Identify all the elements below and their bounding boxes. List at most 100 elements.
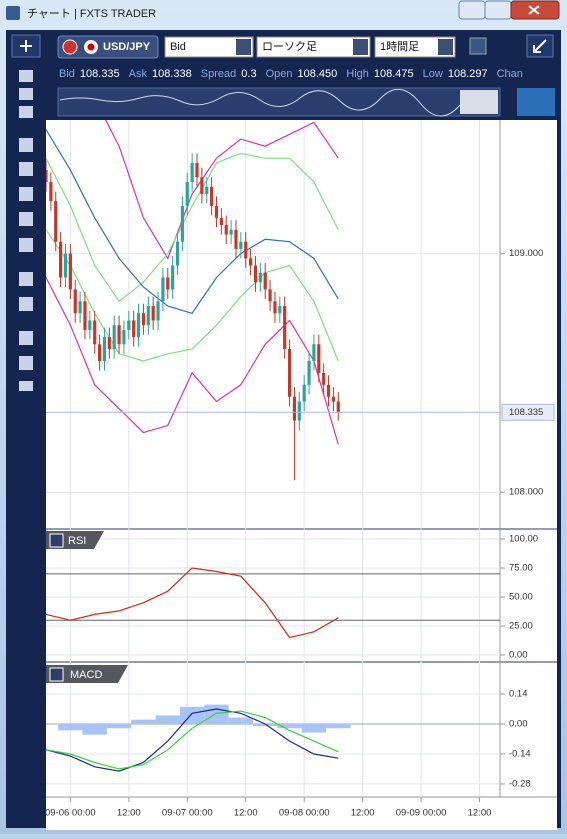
camera-tool[interactable] <box>19 381 33 391</box>
candle-body <box>283 306 287 350</box>
candle-body <box>132 320 136 338</box>
histogram-bar <box>326 723 351 729</box>
timeframe: 1時間足 <box>380 40 419 53</box>
plots: 09-06 00:00 12:00 09-07 00:00 12:00 09-08 00… <box>45 120 555 819</box>
candle-body <box>244 241 248 259</box>
quote-label: High <box>346 68 369 80</box>
x-tick-label: 12:00 <box>468 808 492 819</box>
detach-icon <box>533 39 547 53</box>
histogram-bar <box>228 717 254 724</box>
indicator-line <box>46 567 339 639</box>
rsi-title: RSI <box>68 535 86 547</box>
fan-tool[interactable] <box>19 272 33 286</box>
price-plot <box>46 120 340 481</box>
quote-label: Low <box>423 68 443 80</box>
jp-flag-dot <box>87 43 95 51</box>
chart-type-select[interactable] <box>256 36 371 58</box>
cursor-tool[interactable] <box>19 70 33 82</box>
candle-body <box>268 289 272 302</box>
candle-body <box>156 301 160 321</box>
macd-title: MACD <box>70 669 102 681</box>
candle-body <box>331 396 336 402</box>
candle-body <box>73 289 77 314</box>
candle-body <box>54 201 58 242</box>
rsi-close[interactable] <box>49 533 64 548</box>
quote-bar: Bid 108.335 Ask 108.338 Spread 0.3 Open 108.450… <box>59 68 523 80</box>
y-tick-label: 0.14 <box>509 688 528 699</box>
macd-close[interactable] <box>49 667 64 682</box>
navigator-scroll[interactable] <box>460 90 498 114</box>
hand-tool[interactable] <box>19 106 33 118</box>
indicator-line <box>46 152 339 303</box>
trend-tool[interactable] <box>19 138 33 152</box>
candle-body <box>59 241 63 278</box>
candle-body <box>205 186 209 194</box>
candle-body <box>190 162 194 183</box>
navigator[interactable] <box>57 87 501 117</box>
app-icon <box>6 6 20 20</box>
candle-body <box>234 229 238 249</box>
y-tick-label: 50.00 <box>509 592 533 603</box>
candle-body <box>112 325 116 350</box>
price-type-select[interactable] <box>164 36 254 58</box>
list-tool[interactable] <box>19 356 33 370</box>
candle-body <box>195 162 199 178</box>
histogram-bar <box>301 723 327 733</box>
x-tick-label: 09-08 00:00 <box>279 808 330 819</box>
us-flag <box>62 39 78 55</box>
histogram-bar <box>106 723 132 729</box>
y-tick-label: 0.00 <box>509 718 528 729</box>
y-tick-label: 109.000 <box>509 248 543 259</box>
candle-body <box>273 301 277 314</box>
window-title: チャート | FXTS TRADER <box>27 7 156 20</box>
layout-button[interactable] <box>469 37 487 55</box>
crosshair-tool[interactable] <box>19 88 33 100</box>
candle-body <box>180 205 184 242</box>
candle-body <box>117 325 121 345</box>
macd-tab <box>46 665 128 683</box>
download-tool[interactable] <box>19 331 33 345</box>
indicator-plot <box>46 567 500 639</box>
x-tick-label: 09-09 00:00 <box>396 808 447 819</box>
candle-body <box>287 349 292 397</box>
hline-tool[interactable] <box>19 187 33 201</box>
fibo-tool[interactable] <box>19 297 33 311</box>
candle-body <box>278 306 282 314</box>
dropdown-arrow <box>236 39 251 55</box>
candle-body <box>97 344 102 361</box>
auto-scale-button[interactable] <box>517 88 555 116</box>
tool-icons <box>19 70 33 391</box>
vline-tool[interactable] <box>19 212 33 226</box>
indicator-line <box>46 708 339 772</box>
candle-body <box>317 344 321 373</box>
minimize-button[interactable] <box>458 0 486 20</box>
quote-label: Ask <box>129 68 148 80</box>
line-tool[interactable] <box>19 162 33 176</box>
candle-body <box>200 177 204 194</box>
candle-body <box>93 320 97 345</box>
symbol-button[interactable] <box>57 35 159 59</box>
histogram-bar <box>82 723 107 735</box>
quote-label: Open <box>266 68 293 80</box>
candle-body <box>46 170 48 183</box>
current-price-label: 108.335 <box>509 407 543 418</box>
symbol: USD/JPY <box>103 41 151 53</box>
y-tick-label: 0.00 <box>509 650 528 661</box>
quote-value: 0.3 <box>241 68 256 80</box>
navigator-line <box>59 89 461 117</box>
close-icon <box>528 5 540 15</box>
indicator-line <box>46 710 339 770</box>
dropdown-arrow <box>438 39 453 55</box>
quote-value: 108.338 <box>152 68 192 80</box>
y-tick-label: 108.000 <box>509 487 543 498</box>
maximize-button[interactable] <box>484 0 512 20</box>
candle-body <box>146 306 150 326</box>
quote-label: Chan <box>497 68 523 80</box>
quote-value: 108.475 <box>374 68 414 80</box>
channel-tool[interactable] <box>19 238 33 252</box>
quote-value: 108.297 <box>448 68 488 80</box>
timeframe-select[interactable] <box>374 36 456 58</box>
current-price-box <box>501 403 555 421</box>
candle-body <box>248 258 253 266</box>
